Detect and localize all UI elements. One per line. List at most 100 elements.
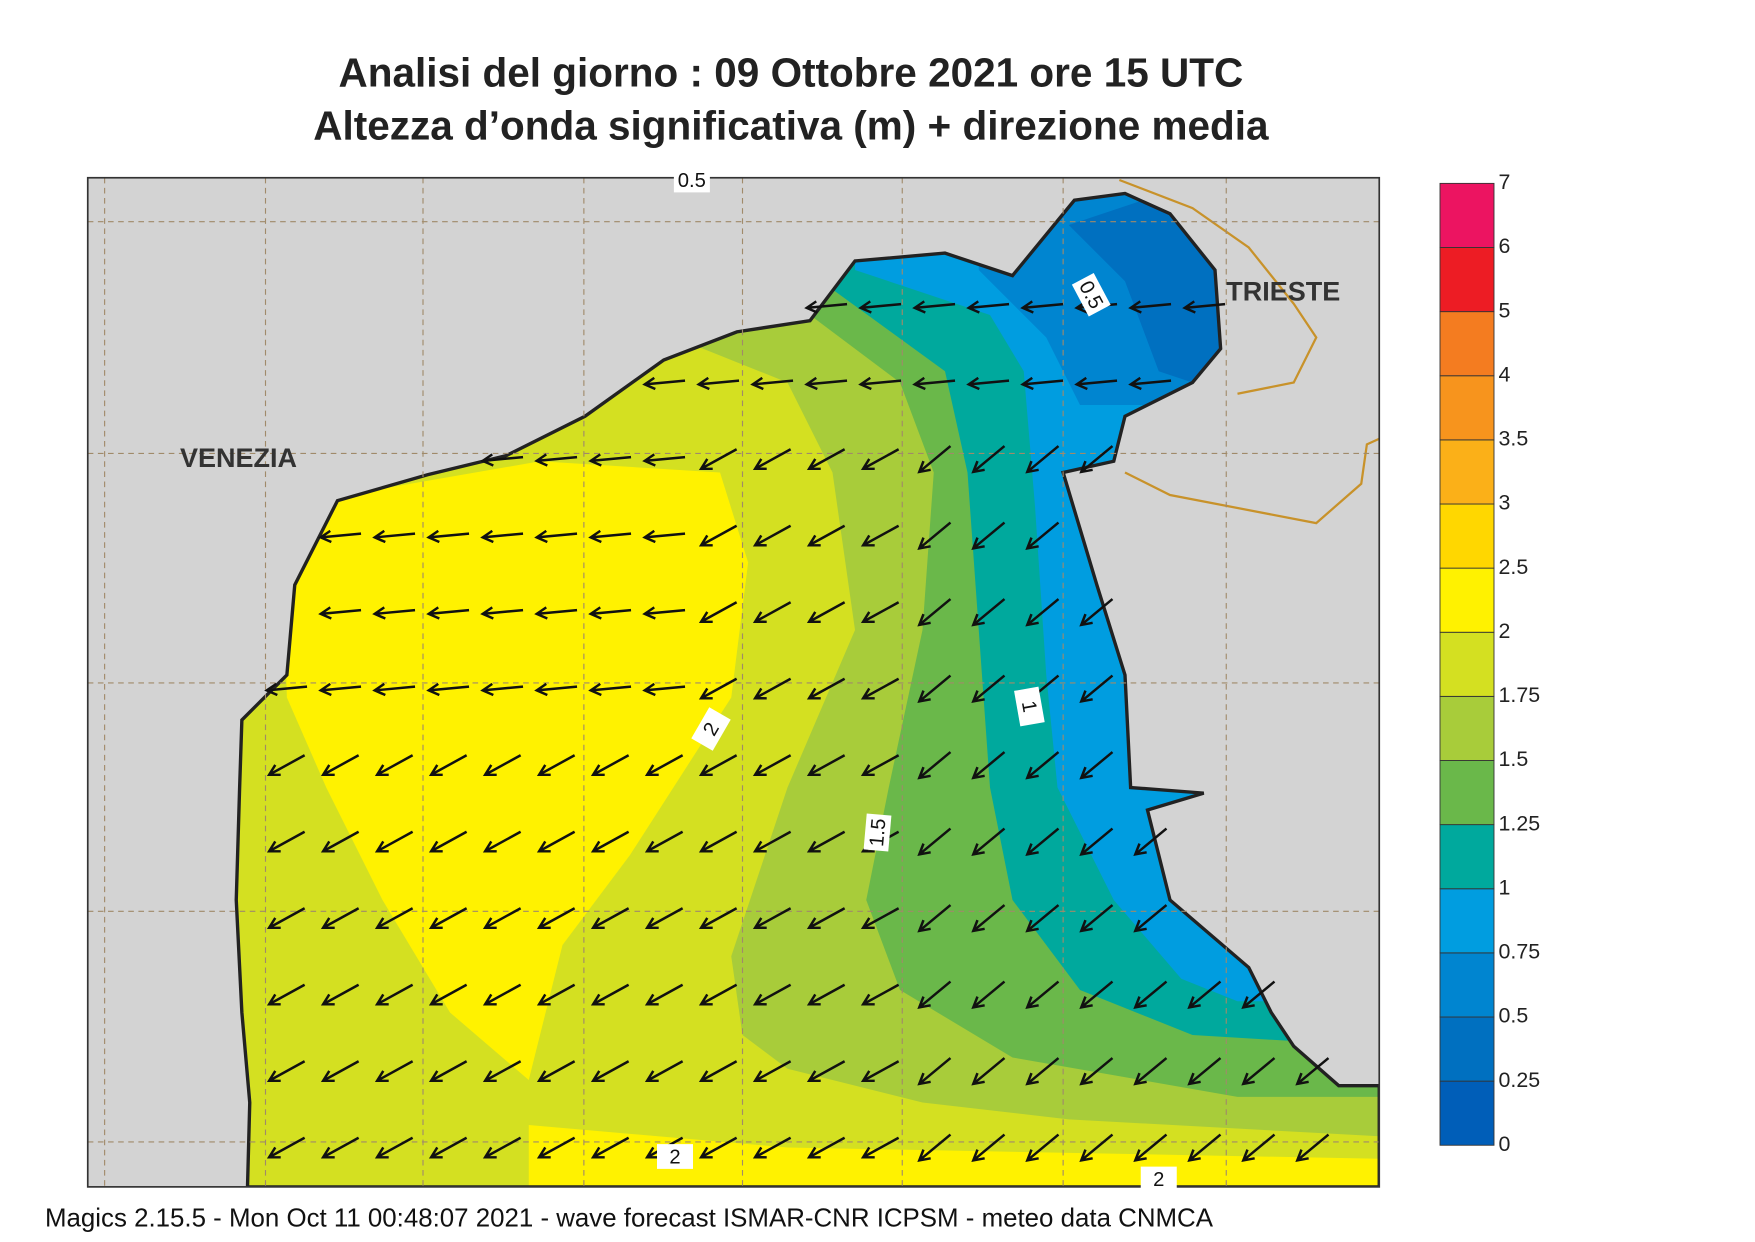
arrow (1079, 1133, 1114, 1163)
contour-label-text: 0.5 (678, 170, 706, 192)
arrow (858, 300, 902, 314)
colorbar-segment (1439, 567, 1495, 633)
arrow (590, 1060, 630, 1083)
arrow (1079, 827, 1114, 857)
arrow (806, 830, 846, 853)
arrow (698, 601, 738, 624)
arrow (971, 445, 1006, 474)
arrow (971, 904, 1006, 933)
arrow (806, 524, 846, 547)
arrow (320, 983, 360, 1006)
contour-label-text: 1 (1017, 699, 1041, 714)
arrow (860, 907, 900, 930)
place-label: VENEZIA (180, 443, 297, 473)
arrow (482, 1060, 522, 1083)
colorbar-segment (1439, 952, 1495, 1018)
arrow (971, 1057, 1006, 1086)
colorbar-segment (1439, 824, 1495, 890)
arrow (698, 1136, 738, 1159)
arrow (1133, 904, 1168, 933)
arrow (590, 1136, 630, 1159)
arrow (374, 754, 414, 777)
arrow (698, 754, 738, 777)
arrow (1079, 751, 1114, 780)
arrow (1020, 300, 1064, 314)
arrow (860, 677, 900, 700)
arrow (1187, 1133, 1222, 1163)
arrow (912, 300, 956, 314)
arrow (482, 754, 522, 777)
arrow (374, 1060, 414, 1083)
arrow (698, 677, 738, 700)
colorbar-label: 0.75 (1499, 940, 1541, 964)
arrow (266, 1136, 306, 1159)
arrow (266, 983, 306, 1006)
arrow (966, 300, 1010, 314)
arrow (372, 606, 416, 620)
arrow (536, 1060, 576, 1083)
arrow (372, 682, 416, 697)
arrow (698, 983, 738, 1006)
arrow (917, 674, 952, 704)
arrow (1241, 980, 1276, 1010)
arrow (428, 830, 468, 853)
arrow (1295, 1133, 1330, 1163)
arrow (1025, 751, 1060, 780)
arrow (588, 529, 632, 544)
contour-label-box (673, 167, 710, 193)
colorbar-segment (1439, 247, 1495, 313)
arrow (860, 983, 900, 1006)
arrow (426, 606, 470, 620)
colorbar-label: 2.5 (1499, 555, 1529, 579)
arrow (644, 830, 684, 853)
contour-label: 2 (657, 1144, 693, 1169)
colorbar-segment (1439, 695, 1495, 761)
arrow (428, 754, 468, 777)
arrow (536, 754, 576, 777)
arrow (971, 674, 1006, 704)
arrow (644, 983, 684, 1006)
arrow (482, 1136, 522, 1159)
arrow (1241, 1057, 1276, 1086)
arrow (1241, 1133, 1276, 1163)
contour-label-text: 2 (669, 1146, 680, 1168)
arrow (806, 754, 846, 777)
contour-label-box (1014, 686, 1045, 727)
contour-label: 2 (691, 707, 731, 751)
colorbar-label: 1 (1499, 875, 1511, 899)
arrow (264, 682, 308, 697)
arrow (917, 445, 952, 474)
contour-label: 0.5 (673, 167, 710, 193)
arrow (752, 1136, 792, 1159)
arrow (917, 1057, 952, 1086)
arrow (752, 754, 792, 777)
arrow (480, 453, 524, 467)
border (1118, 178, 1380, 525)
arrow (806, 448, 846, 471)
arrow (1133, 1057, 1168, 1086)
arrow (804, 300, 848, 314)
arrow (806, 1060, 846, 1083)
arrow (806, 907, 846, 930)
arrow (1025, 598, 1060, 627)
contour-label: 2 (1140, 1166, 1177, 1192)
arrow (752, 448, 792, 471)
arrow (536, 907, 576, 930)
colorbar-label: 1.75 (1499, 683, 1541, 707)
arrow (588, 453, 632, 467)
arrow (752, 983, 792, 1006)
contour-label-text: 1.5 (866, 818, 890, 848)
arrow (642, 682, 686, 697)
colorbar-label: 3 (1499, 491, 1511, 515)
arrow (266, 1060, 306, 1083)
contour-label-box (1140, 1166, 1177, 1192)
arrow (374, 830, 414, 853)
arrow (858, 376, 902, 391)
arrow (428, 1136, 468, 1159)
arrow (374, 1136, 414, 1159)
arrow (698, 830, 738, 853)
title: Analisi del giorno : 09 Ottobre 2021 ore… (339, 50, 1244, 96)
colorbar-label: 1.5 (1499, 747, 1529, 771)
arrow (917, 827, 952, 857)
